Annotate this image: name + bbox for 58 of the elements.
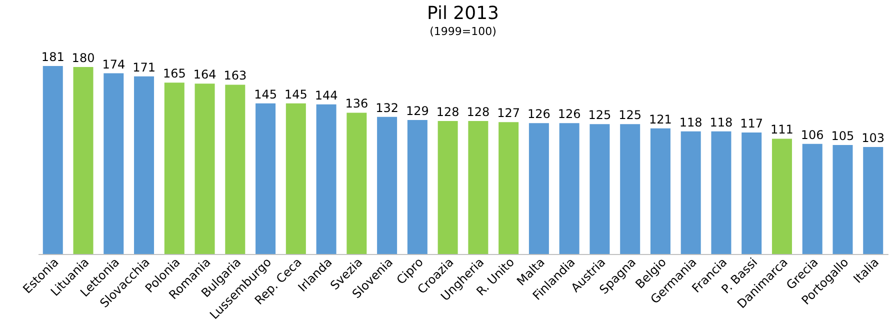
bar (104, 73, 124, 254)
bar (316, 104, 336, 254)
data-label: 174 (102, 57, 126, 72)
bar (42, 66, 63, 254)
bar (498, 122, 519, 254)
bar (194, 84, 215, 254)
data-label: 136 (345, 96, 368, 111)
bar (620, 124, 640, 254)
bar (346, 112, 367, 254)
data-label: 118 (679, 115, 702, 130)
chart-subtitle: (1999=100) (430, 25, 496, 38)
data-label: 111 (770, 122, 794, 137)
data-label: 103 (862, 131, 885, 146)
bar (590, 124, 610, 254)
bar (711, 131, 732, 254)
bar (802, 144, 822, 254)
data-label: 126 (558, 107, 581, 122)
bar (468, 121, 488, 254)
data-label: 117 (740, 116, 764, 130)
data-label: 171 (132, 60, 156, 74)
data-label: 164 (193, 68, 216, 82)
data-label: 145 (254, 87, 277, 102)
bar (650, 128, 670, 254)
data-label: 125 (618, 108, 642, 122)
data-label: 127 (497, 106, 520, 120)
data-label: 144 (314, 88, 338, 102)
data-label: 180 (72, 51, 95, 66)
data-label: 132 (376, 100, 399, 115)
data-label: 128 (436, 105, 460, 120)
data-label: 105 (831, 128, 854, 143)
data-label: 121 (649, 112, 672, 126)
bar (407, 120, 428, 254)
data-label: 125 (588, 108, 612, 122)
bar (286, 103, 306, 254)
data-label: 129 (406, 104, 429, 118)
bar (377, 116, 398, 254)
bar (134, 76, 154, 254)
bar (559, 123, 580, 254)
data-label: 118 (710, 115, 733, 130)
data-label: 163 (224, 68, 247, 83)
bar (528, 123, 549, 254)
bar (772, 138, 792, 254)
bar (832, 144, 853, 254)
data-label: 145 (284, 87, 308, 102)
bar (742, 132, 762, 254)
data-label: 106 (800, 128, 824, 142)
bar (438, 121, 458, 254)
bar (73, 67, 94, 254)
data-label: 128 (466, 105, 490, 120)
data-label: 165 (162, 66, 186, 81)
bar (164, 82, 184, 254)
chart-title: Pil 2013 (427, 3, 499, 24)
bar (256, 103, 276, 254)
bar (863, 147, 884, 254)
bar (225, 84, 246, 254)
data-label: 181 (41, 50, 64, 64)
bar (680, 131, 701, 254)
data-label: 126 (527, 107, 550, 122)
